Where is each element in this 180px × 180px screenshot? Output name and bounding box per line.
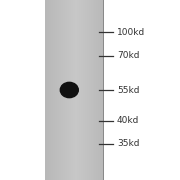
Bar bbox=[65, 0, 67, 180]
Bar bbox=[89, 0, 91, 180]
Bar bbox=[45, 0, 47, 180]
Bar bbox=[85, 0, 87, 180]
Bar bbox=[102, 0, 104, 180]
Text: 70kd: 70kd bbox=[117, 51, 140, 60]
Bar bbox=[59, 0, 61, 180]
Bar bbox=[67, 0, 69, 180]
Ellipse shape bbox=[60, 82, 78, 98]
Bar bbox=[73, 0, 75, 180]
Bar bbox=[75, 0, 77, 180]
Bar bbox=[83, 0, 85, 180]
Bar bbox=[98, 0, 100, 180]
Bar bbox=[69, 0, 71, 180]
Bar bbox=[55, 0, 57, 180]
Bar bbox=[79, 0, 81, 180]
Bar bbox=[63, 0, 65, 180]
Bar bbox=[49, 0, 51, 180]
Bar bbox=[91, 0, 93, 180]
Bar bbox=[81, 0, 83, 180]
Bar bbox=[51, 0, 53, 180]
Bar bbox=[77, 0, 79, 180]
Bar bbox=[100, 0, 102, 180]
Bar bbox=[57, 0, 59, 180]
Text: 55kd: 55kd bbox=[117, 86, 140, 94]
Bar bbox=[47, 0, 49, 180]
Bar bbox=[45, 0, 104, 180]
Bar bbox=[96, 0, 98, 180]
Bar bbox=[53, 0, 55, 180]
Bar bbox=[93, 0, 94, 180]
Text: 35kd: 35kd bbox=[117, 140, 140, 148]
Bar bbox=[71, 0, 73, 180]
Text: 40kd: 40kd bbox=[117, 116, 139, 125]
Bar bbox=[94, 0, 96, 180]
Bar bbox=[87, 0, 89, 180]
Text: 100kd: 100kd bbox=[117, 28, 145, 37]
Bar bbox=[61, 0, 63, 180]
